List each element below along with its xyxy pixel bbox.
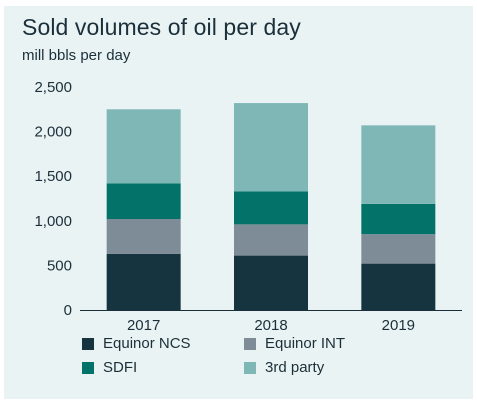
bar-segment-3rd-party-2019 <box>361 125 436 204</box>
legend-label: Equinor INT <box>265 335 346 352</box>
y-tick-label: 1,000 <box>34 213 72 230</box>
legend-label: Equinor NCS <box>103 335 191 352</box>
bar-segment-3rd-party-2018 <box>234 103 308 192</box>
legend-item: Equinor INT <box>244 335 345 352</box>
legend-label: 3rd party <box>265 359 325 376</box>
legend-item: SDFI <box>82 359 137 376</box>
legend-swatch <box>82 337 94 350</box>
y-tick-label: 0 <box>64 302 72 319</box>
y-tick-label: 1,500 <box>34 168 72 185</box>
legend-swatch <box>82 361 94 374</box>
bar-segment-sdfi-2019 <box>361 203 436 235</box>
bar-segment-equinor-int-2018 <box>234 224 308 256</box>
chart-legend: Equinor NCS Equinor INT SDFI 3rd party <box>82 335 382 383</box>
x-tick-label: 2019 <box>382 317 415 334</box>
y-tick-label: 2,500 <box>34 79 72 96</box>
y-tick-label: 2,000 <box>34 124 72 141</box>
bar-segment-equinor-ncs-2019 <box>361 263 436 310</box>
legend-item: Equinor NCS <box>82 335 191 352</box>
chart-subtitle: mill bbls per day <box>22 47 131 64</box>
legend-swatch <box>244 361 256 374</box>
x-tick-label: 2018 <box>254 317 287 334</box>
bar-segment-equinor-ncs-2017 <box>106 253 181 310</box>
bar-segment-sdfi-2017 <box>106 183 181 220</box>
legend-item: 3rd party <box>244 359 324 376</box>
chart-title: Sold volumes of oil per day <box>22 14 301 40</box>
legend-swatch <box>244 337 256 350</box>
bar-segment-equinor-int-2019 <box>361 234 436 264</box>
bar-segment-equinor-ncs-2018 <box>234 255 308 310</box>
legend-label: SDFI <box>103 359 138 376</box>
y-tick-label: 500 <box>47 257 72 274</box>
bar-segment-equinor-int-2017 <box>106 219 181 254</box>
bar-segment-sdfi-2018 <box>234 191 308 225</box>
bar-segment-3rd-party-2017 <box>106 109 181 184</box>
x-tick-label: 2017 <box>127 317 160 334</box>
